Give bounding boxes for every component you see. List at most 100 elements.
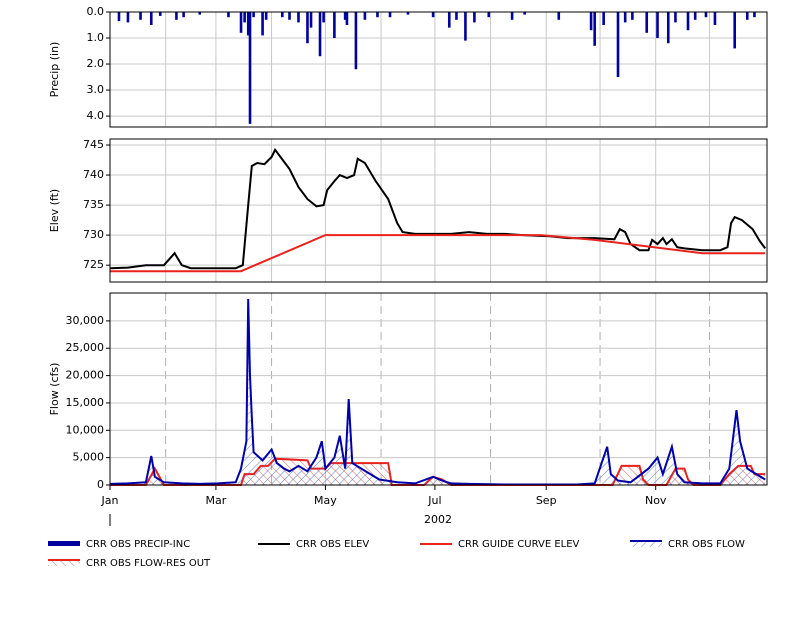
bar xyxy=(589,12,593,31)
y-axis-label: Precip (in) xyxy=(48,42,61,98)
bar xyxy=(693,12,697,20)
bar xyxy=(631,12,634,20)
bar xyxy=(252,12,255,18)
bar xyxy=(149,12,153,26)
bar xyxy=(239,12,243,33)
bar xyxy=(281,12,284,18)
y-tick-label: 1.0 xyxy=(87,31,105,44)
bar xyxy=(645,12,649,33)
bar xyxy=(288,12,291,20)
bar xyxy=(455,12,458,20)
bar xyxy=(616,12,620,78)
bar xyxy=(243,12,246,23)
y-tick-label: 735 xyxy=(83,198,104,211)
bar xyxy=(431,12,435,18)
y-tick-label: 3.0 xyxy=(87,83,105,96)
bar xyxy=(117,12,121,22)
y-tick-label: 725 xyxy=(83,258,104,271)
y-tick-label: 20,000 xyxy=(66,369,105,382)
bar xyxy=(753,12,756,18)
bar xyxy=(309,12,313,28)
bar xyxy=(593,12,596,46)
bar xyxy=(713,12,717,26)
y-tick-label: 5,000 xyxy=(73,451,105,464)
bar xyxy=(343,12,347,20)
y-tick-label: 0 xyxy=(97,478,104,491)
legend-swatch xyxy=(630,541,662,547)
bar xyxy=(345,12,349,26)
line xyxy=(109,147,767,270)
bar xyxy=(447,12,451,28)
bar xyxy=(246,12,250,36)
bar xyxy=(322,12,325,23)
bar xyxy=(126,12,130,23)
line xyxy=(110,234,766,273)
x-tick-label: Jan xyxy=(101,494,119,507)
legend-label: CRR OBS ELEV xyxy=(296,539,369,550)
legend-swatch xyxy=(48,560,80,566)
bar xyxy=(175,12,178,20)
plot-frame xyxy=(109,292,768,486)
bar xyxy=(733,12,736,49)
bar xyxy=(602,12,605,26)
bar xyxy=(406,12,410,15)
bar xyxy=(248,12,252,124)
x-tick-label: May xyxy=(314,494,337,507)
y-tick-label: 15,000 xyxy=(66,396,105,409)
bar xyxy=(464,12,467,41)
bar xyxy=(674,12,677,23)
bar xyxy=(363,12,367,20)
bar xyxy=(656,12,659,39)
bar xyxy=(704,12,708,18)
bar xyxy=(139,12,142,20)
area-line xyxy=(109,298,766,486)
x-tick-label: Mar xyxy=(206,494,227,507)
bar xyxy=(473,12,476,23)
bar xyxy=(198,12,202,15)
y-tick-label: 25,000 xyxy=(66,341,105,354)
bar xyxy=(227,12,230,18)
y-axis-label: Elev (ft) xyxy=(48,189,61,232)
legend-label: CRR OBS FLOW-RES OUT xyxy=(86,558,211,569)
bar xyxy=(376,12,379,18)
bar xyxy=(510,12,514,20)
legend-swatch xyxy=(48,541,80,546)
bar xyxy=(297,12,300,23)
y-tick-label: 0.0 xyxy=(87,5,105,18)
bar xyxy=(388,12,392,18)
bar xyxy=(354,12,358,70)
x-tick-label: Nov xyxy=(645,494,667,507)
bar xyxy=(666,12,670,44)
bar xyxy=(523,12,526,15)
legend-label: CRR OBS PRECIP-INC xyxy=(86,539,190,550)
bar xyxy=(158,12,162,16)
y-tick-label: 2.0 xyxy=(87,57,105,70)
y-tick-label: 730 xyxy=(83,228,104,241)
legend-label: CRR GUIDE CURVE ELEV xyxy=(458,539,580,550)
y-axis-label: Flow (cfs) xyxy=(48,363,61,416)
bar xyxy=(487,12,491,18)
bar xyxy=(264,12,268,20)
bar xyxy=(686,12,690,31)
bar xyxy=(745,12,749,20)
y-tick-label: 4.0 xyxy=(87,109,105,122)
x-axis-label: 2002 xyxy=(424,513,452,526)
x-tick-label: Sep xyxy=(536,494,557,507)
y-tick-label: 30,000 xyxy=(66,314,105,327)
bar xyxy=(318,12,322,57)
y-tick-label: 745 xyxy=(83,138,104,151)
plot-frame xyxy=(109,11,768,128)
x-tick-label: Jul xyxy=(427,494,441,507)
bar xyxy=(333,12,336,39)
y-tick-label: 10,000 xyxy=(66,423,105,436)
bar xyxy=(623,12,627,23)
bar xyxy=(182,12,185,18)
plot-frame xyxy=(109,138,768,283)
legend-label: CRR OBS FLOW xyxy=(668,539,745,550)
bar xyxy=(261,12,264,36)
bar xyxy=(306,12,309,44)
bar xyxy=(557,12,561,20)
y-tick-label: 740 xyxy=(83,168,104,181)
